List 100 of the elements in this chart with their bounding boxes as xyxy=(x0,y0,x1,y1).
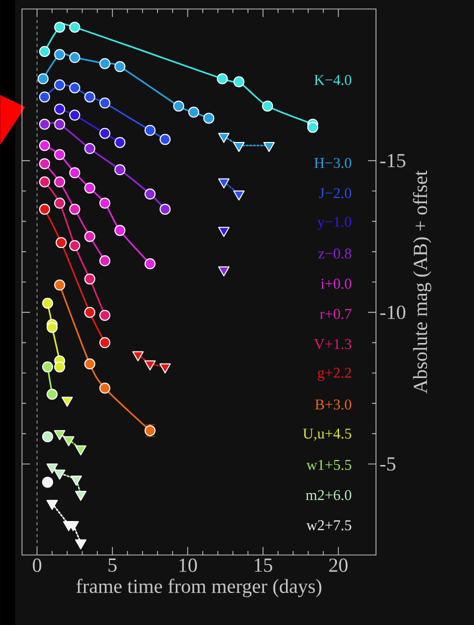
point xyxy=(54,118,66,130)
text: K−4.0 xyxy=(314,74,352,86)
point xyxy=(84,182,96,194)
x-tick-label: 5 xyxy=(108,558,117,572)
point xyxy=(99,198,110,209)
text: w2+7.5 xyxy=(306,520,352,530)
point xyxy=(54,198,66,209)
point xyxy=(99,128,110,139)
text: V+1.3 xyxy=(314,339,352,350)
point xyxy=(144,188,156,200)
point xyxy=(114,164,126,176)
point xyxy=(75,539,86,550)
point xyxy=(39,46,50,57)
point xyxy=(75,445,86,456)
point xyxy=(216,73,228,84)
point xyxy=(56,237,67,248)
x-axis-title: frame time from merger (days) xyxy=(76,578,322,598)
point xyxy=(54,430,66,440)
point xyxy=(233,76,244,88)
x-tick-label: 10 xyxy=(179,558,197,572)
y-tick-label: -5 xyxy=(380,457,396,471)
point xyxy=(61,396,73,407)
point xyxy=(46,500,58,510)
point xyxy=(46,322,58,333)
point xyxy=(160,134,171,145)
point xyxy=(39,118,50,130)
point xyxy=(39,158,50,170)
point xyxy=(160,204,171,215)
text: m2+6.0 xyxy=(306,490,352,500)
point xyxy=(233,142,245,152)
point xyxy=(42,361,54,372)
point xyxy=(218,266,230,276)
point xyxy=(99,382,110,394)
point xyxy=(68,521,79,532)
y-tick-label: -10 xyxy=(380,306,406,320)
point xyxy=(173,100,184,112)
point xyxy=(114,224,126,236)
point xyxy=(54,104,66,115)
point xyxy=(54,361,66,372)
y-tick-label: -15 xyxy=(380,154,406,168)
point xyxy=(42,298,54,309)
point xyxy=(307,122,318,133)
text: J−2.0 xyxy=(319,188,352,198)
point xyxy=(144,258,156,270)
point xyxy=(99,255,110,266)
point xyxy=(218,226,230,237)
point xyxy=(69,82,80,94)
point xyxy=(84,358,96,370)
point xyxy=(42,476,54,488)
point xyxy=(39,91,50,102)
point xyxy=(69,110,80,121)
x-tick-label: 20 xyxy=(329,558,348,572)
point xyxy=(144,124,156,136)
point xyxy=(99,310,110,321)
point xyxy=(99,58,110,70)
point xyxy=(69,167,80,178)
point xyxy=(218,132,230,143)
point xyxy=(263,142,275,152)
point xyxy=(84,273,96,284)
text: z−0.8 xyxy=(318,248,352,259)
text: y−1.0 xyxy=(317,216,352,230)
text: r+0.7 xyxy=(320,308,352,320)
point xyxy=(54,79,66,90)
point xyxy=(54,149,66,160)
text: i+0.0 xyxy=(320,278,352,289)
point xyxy=(84,143,96,154)
point xyxy=(69,204,80,215)
point xyxy=(38,73,49,84)
point xyxy=(84,231,96,242)
y-axis-title: Absolute mag (AB) + offset xyxy=(412,170,432,394)
point xyxy=(144,360,156,370)
point xyxy=(54,280,66,291)
point xyxy=(63,436,74,446)
point xyxy=(54,22,66,33)
point xyxy=(42,431,54,442)
point xyxy=(69,22,80,33)
point xyxy=(132,351,144,362)
point xyxy=(84,306,96,318)
text: B+3.0 xyxy=(315,399,352,410)
point xyxy=(69,240,80,252)
point xyxy=(188,106,200,118)
point xyxy=(262,100,274,112)
point xyxy=(46,388,58,400)
point xyxy=(46,464,58,474)
point xyxy=(70,476,82,486)
text: U,u+4.5 xyxy=(302,428,352,441)
point xyxy=(159,363,171,374)
point xyxy=(39,176,50,188)
text: w1+5.5 xyxy=(306,460,352,470)
x-tick-label: 0 xyxy=(32,558,42,572)
point xyxy=(99,337,110,348)
point xyxy=(84,91,96,102)
point xyxy=(54,470,66,480)
point xyxy=(75,490,86,501)
point xyxy=(54,49,66,60)
point xyxy=(39,140,50,151)
point xyxy=(39,204,50,215)
point xyxy=(114,61,126,72)
point xyxy=(54,176,66,188)
point xyxy=(203,112,214,124)
